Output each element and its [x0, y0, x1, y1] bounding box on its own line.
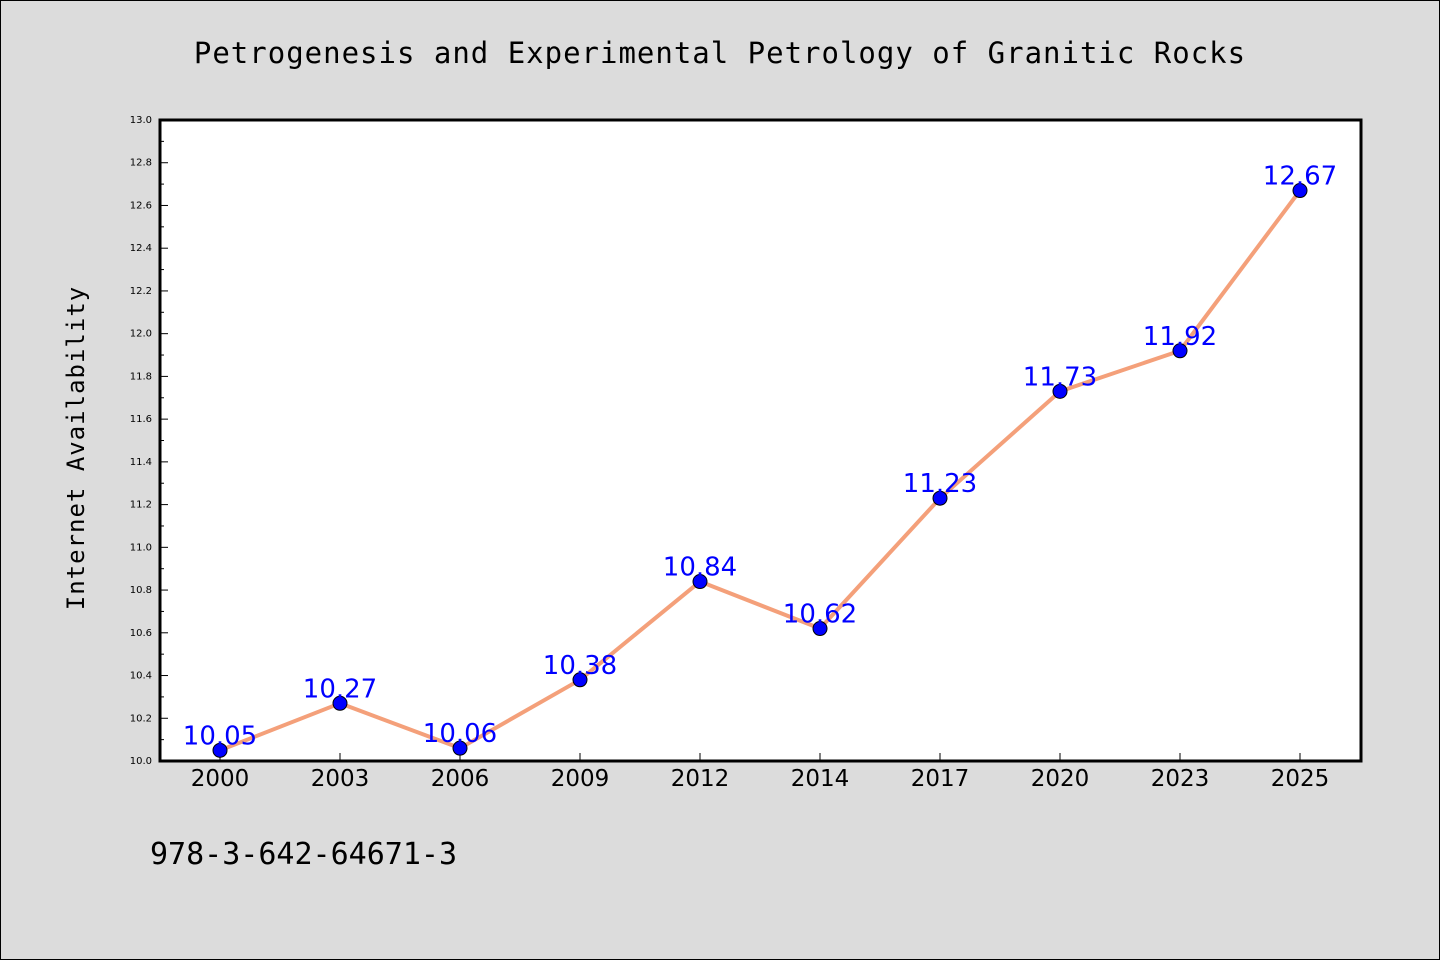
series-group — [212, 183, 1308, 758]
data-label: 10.38 — [543, 651, 617, 681]
x-tick-label: 2025 — [1271, 766, 1330, 792]
data-label: 10.27 — [303, 674, 377, 704]
y-tick-label: 12.0 — [130, 329, 152, 340]
data-labels: 10.05 10.27 10.06 10.38 10.84 10.62 11.23 11.73… — [183, 162, 1337, 752]
data-point — [452, 740, 468, 756]
y-tick-label: 12.8 — [130, 158, 152, 169]
y-tick-label: 10.0 — [130, 756, 152, 767]
x-tick-label: 2023 — [1151, 766, 1210, 792]
y-tick-label: 12.6 — [130, 200, 152, 211]
y-tick-label: 11.4 — [130, 457, 152, 468]
y-tick-label: 10.4 — [130, 671, 152, 682]
y-tick-label: 11.6 — [130, 414, 152, 425]
data-point — [692, 574, 708, 590]
isbn-label: 978-3-642-64671-3 — [150, 837, 457, 872]
x-axis: 2000 2003 2006 2009 2012 2014 2017 2020 2023 2025 — [191, 753, 1330, 792]
x-tick-label: 2006 — [431, 766, 490, 792]
plot-area — [158, 118, 1363, 763]
x-tick-label: 2020 — [1031, 766, 1090, 792]
x-tick-label: 2014 — [791, 766, 850, 792]
y-tick-label: 13.0 — [130, 115, 152, 126]
data-label: 10.06 — [423, 719, 497, 749]
data-point — [332, 695, 348, 711]
y-tick-label: 12.2 — [130, 286, 152, 297]
data-label: 12.67 — [1263, 162, 1337, 192]
data-point — [212, 742, 228, 758]
series-line — [219, 189, 1302, 753]
y-tick-label: 11.2 — [130, 500, 152, 511]
y-tick-label: 10.2 — [130, 713, 152, 724]
data-point — [572, 672, 588, 688]
chart-title: Petrogenesis and Experimental Petrology … — [194, 36, 1246, 70]
y-axis: 10.0 10.2 10.4 10.6 10.8 11.0 11.2 11.4 11.6 11.8… — [130, 115, 168, 767]
data-label: 10.62 — [783, 600, 857, 630]
y-tick-label: 11.0 — [130, 542, 152, 553]
y-tick-label: 12.4 — [130, 243, 152, 254]
data-label: 11.73 — [1023, 362, 1097, 392]
y-axis-label: Internet Availability — [62, 286, 90, 610]
data-point — [1052, 383, 1068, 399]
data-label: 11.92 — [1143, 322, 1217, 352]
data-label: 10.05 — [183, 721, 257, 751]
x-tick-label: 2012 — [671, 766, 730, 792]
y-tick-label: 10.6 — [130, 628, 152, 639]
data-point — [812, 621, 828, 637]
data-point — [932, 490, 948, 506]
y-tick-label: 11.8 — [130, 371, 152, 382]
data-point — [1172, 343, 1188, 359]
data-label: 11.23 — [903, 469, 977, 499]
data-point — [1292, 183, 1308, 199]
y-tick-label: 10.8 — [130, 585, 152, 596]
x-tick-label: 2017 — [911, 766, 970, 792]
x-tick-label: 2003 — [311, 766, 370, 792]
x-tick-label: 2000 — [191, 766, 250, 792]
x-tick-label: 2009 — [551, 766, 610, 792]
data-label: 10.84 — [663, 553, 737, 583]
